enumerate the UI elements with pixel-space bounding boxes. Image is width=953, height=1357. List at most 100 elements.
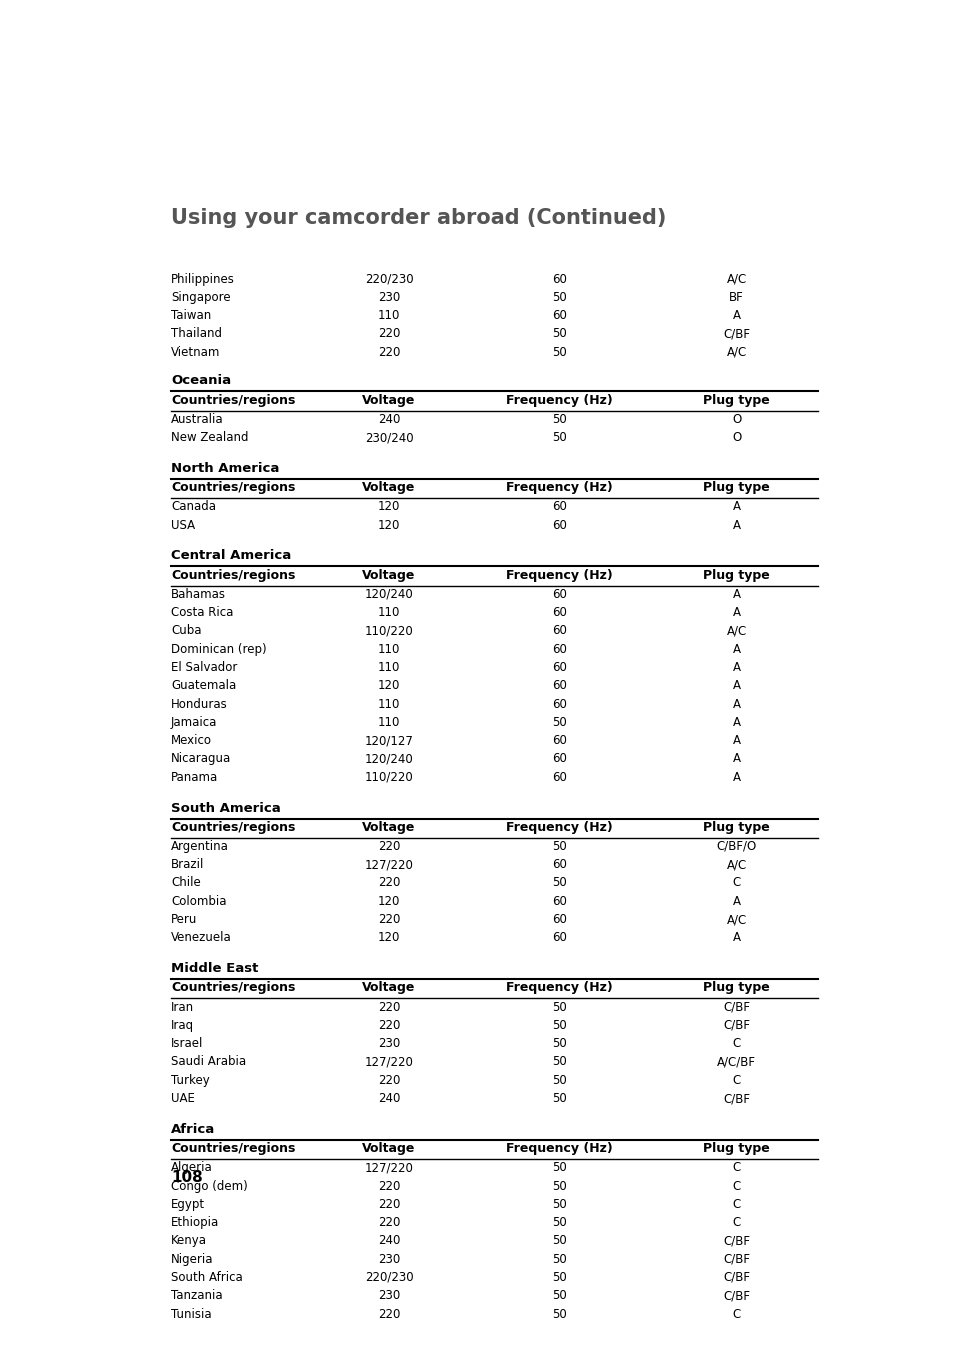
Text: Guatemala: Guatemala — [171, 680, 236, 692]
Text: 50: 50 — [551, 716, 566, 729]
Text: 110: 110 — [377, 643, 400, 655]
Text: Tanzania: Tanzania — [171, 1289, 222, 1303]
Text: 220: 220 — [377, 877, 400, 889]
Text: 120/127: 120/127 — [364, 734, 413, 748]
Text: Voltage: Voltage — [362, 394, 416, 407]
Text: C/BF: C/BF — [722, 1092, 749, 1105]
Text: Countries/regions: Countries/regions — [171, 482, 295, 494]
Text: A: A — [732, 607, 740, 619]
Text: 50: 50 — [551, 327, 566, 341]
Text: Iraq: Iraq — [171, 1019, 193, 1031]
Text: 120/240: 120/240 — [364, 588, 413, 601]
Text: 110: 110 — [377, 697, 400, 711]
Text: 60: 60 — [551, 752, 566, 765]
Text: 50: 50 — [551, 346, 566, 358]
Text: 220/230: 220/230 — [364, 1272, 413, 1284]
Text: Nicaragua: Nicaragua — [171, 752, 231, 765]
Text: Congo (dem): Congo (dem) — [171, 1179, 248, 1193]
Text: 230: 230 — [377, 1289, 400, 1303]
Text: 60: 60 — [551, 894, 566, 908]
Text: Nigeria: Nigeria — [171, 1253, 213, 1266]
Text: Brazil: Brazil — [171, 858, 204, 871]
Text: Voltage: Voltage — [362, 981, 416, 995]
Text: 240: 240 — [377, 413, 400, 426]
Text: 60: 60 — [551, 624, 566, 638]
Text: 50: 50 — [551, 1198, 566, 1210]
Text: 220: 220 — [377, 1019, 400, 1031]
Text: 50: 50 — [551, 1019, 566, 1031]
Text: Plug type: Plug type — [702, 394, 769, 407]
Text: 110/220: 110/220 — [364, 771, 413, 784]
Text: 230: 230 — [377, 290, 400, 304]
Text: C/BF: C/BF — [722, 1235, 749, 1247]
Text: A/C: A/C — [726, 273, 746, 285]
Text: Frequency (Hz): Frequency (Hz) — [505, 981, 612, 995]
Text: A: A — [732, 643, 740, 655]
Text: Voltage: Voltage — [362, 1143, 416, 1155]
Text: A: A — [732, 680, 740, 692]
Text: 60: 60 — [551, 734, 566, 748]
Text: Voltage: Voltage — [362, 821, 416, 833]
Text: Bahamas: Bahamas — [171, 588, 226, 601]
Text: 50: 50 — [551, 1308, 566, 1320]
Text: Middle East: Middle East — [171, 962, 258, 976]
Text: A/C: A/C — [726, 624, 746, 638]
Text: C: C — [732, 1162, 740, 1174]
Text: Venezuela: Venezuela — [171, 931, 232, 944]
Text: Argentina: Argentina — [171, 840, 229, 854]
Text: 50: 50 — [551, 1162, 566, 1174]
Text: A: A — [732, 894, 740, 908]
Text: 220: 220 — [377, 346, 400, 358]
Text: 50: 50 — [551, 1272, 566, 1284]
Text: Philippines: Philippines — [171, 273, 234, 285]
Text: 50: 50 — [551, 1253, 566, 1266]
Text: A: A — [732, 588, 740, 601]
Text: Africa: Africa — [171, 1122, 215, 1136]
Text: 110: 110 — [377, 607, 400, 619]
Text: Colombia: Colombia — [171, 894, 226, 908]
Text: A/C/BF: A/C/BF — [717, 1056, 756, 1068]
Text: Using your camcorder abroad (Continued): Using your camcorder abroad (Continued) — [171, 208, 666, 228]
Text: Frequency (Hz): Frequency (Hz) — [505, 482, 612, 494]
Text: 50: 50 — [551, 413, 566, 426]
Text: Tunisia: Tunisia — [171, 1308, 212, 1320]
Text: Frequency (Hz): Frequency (Hz) — [505, 1143, 612, 1155]
Text: C: C — [732, 1216, 740, 1229]
Text: 220: 220 — [377, 1216, 400, 1229]
Text: 60: 60 — [551, 643, 566, 655]
Text: 240: 240 — [377, 1235, 400, 1247]
Text: 110: 110 — [377, 661, 400, 674]
Text: 120: 120 — [377, 894, 400, 908]
Text: Frequency (Hz): Frequency (Hz) — [505, 569, 612, 582]
Text: 50: 50 — [551, 432, 566, 444]
Text: 240: 240 — [377, 1092, 400, 1105]
Text: Voltage: Voltage — [362, 569, 416, 582]
Text: 110: 110 — [377, 309, 400, 322]
Text: 60: 60 — [551, 913, 566, 925]
Text: Oceania: Oceania — [171, 375, 231, 388]
Text: Chile: Chile — [171, 877, 200, 889]
Text: A/C: A/C — [726, 858, 746, 871]
Text: 50: 50 — [551, 1216, 566, 1229]
Text: Cuba: Cuba — [171, 624, 201, 638]
Text: Plug type: Plug type — [702, 569, 769, 582]
Text: C/BF: C/BF — [722, 1272, 749, 1284]
Text: New Zealand: New Zealand — [171, 432, 248, 444]
Text: 50: 50 — [551, 1289, 566, 1303]
Text: 50: 50 — [551, 840, 566, 854]
Text: 50: 50 — [551, 1056, 566, 1068]
Text: 60: 60 — [551, 931, 566, 944]
Text: C/BF/O: C/BF/O — [716, 840, 756, 854]
Text: 50: 50 — [551, 1092, 566, 1105]
Text: 220: 220 — [377, 1000, 400, 1014]
Text: A: A — [732, 771, 740, 784]
Text: BF: BF — [728, 290, 743, 304]
Text: Panama: Panama — [171, 771, 218, 784]
Text: 127/220: 127/220 — [364, 1162, 413, 1174]
Text: Mexico: Mexico — [171, 734, 212, 748]
Text: 127/220: 127/220 — [364, 1056, 413, 1068]
Text: El Salvador: El Salvador — [171, 661, 237, 674]
Text: Peru: Peru — [171, 913, 197, 925]
Text: C: C — [732, 1308, 740, 1320]
Text: South Africa: South Africa — [171, 1272, 242, 1284]
